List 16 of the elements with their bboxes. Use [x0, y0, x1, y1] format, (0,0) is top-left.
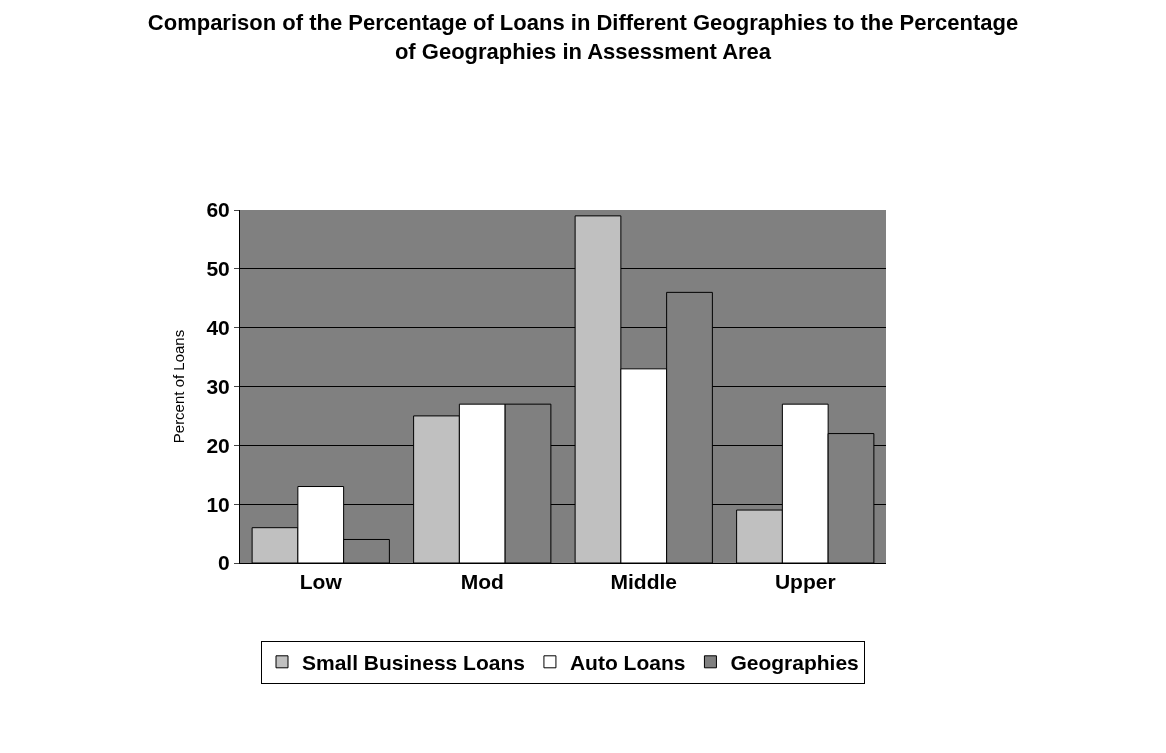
- legend-label: Geographies: [730, 651, 859, 674]
- y-axis-title: Percent of Loans: [169, 329, 187, 444]
- y-tick-label: 60: [206, 198, 230, 222]
- chart-title: Comparison of the Percentage of Loans in Different Geographies to the Percentage of Geographies in Assessment Area: [147, 10, 1019, 64]
- x-tick-label: Low: [299, 570, 343, 594]
- y-tick-label: 50: [206, 257, 230, 281]
- x-tick-label: Middle: [610, 570, 677, 594]
- x-tick-label: Mod: [460, 570, 504, 594]
- y-tick-label: 20: [206, 433, 230, 457]
- y-tick-label: 30: [206, 374, 230, 398]
- y-tick-label: 10: [206, 492, 230, 516]
- y-tick-label: 0: [218, 551, 230, 575]
- y-tick-label: 40: [206, 316, 230, 340]
- x-tick-label: Upper: [774, 570, 836, 594]
- legend-label: Small Business Loans: [302, 651, 525, 674]
- legend-label: Auto Loans: [569, 651, 686, 674]
